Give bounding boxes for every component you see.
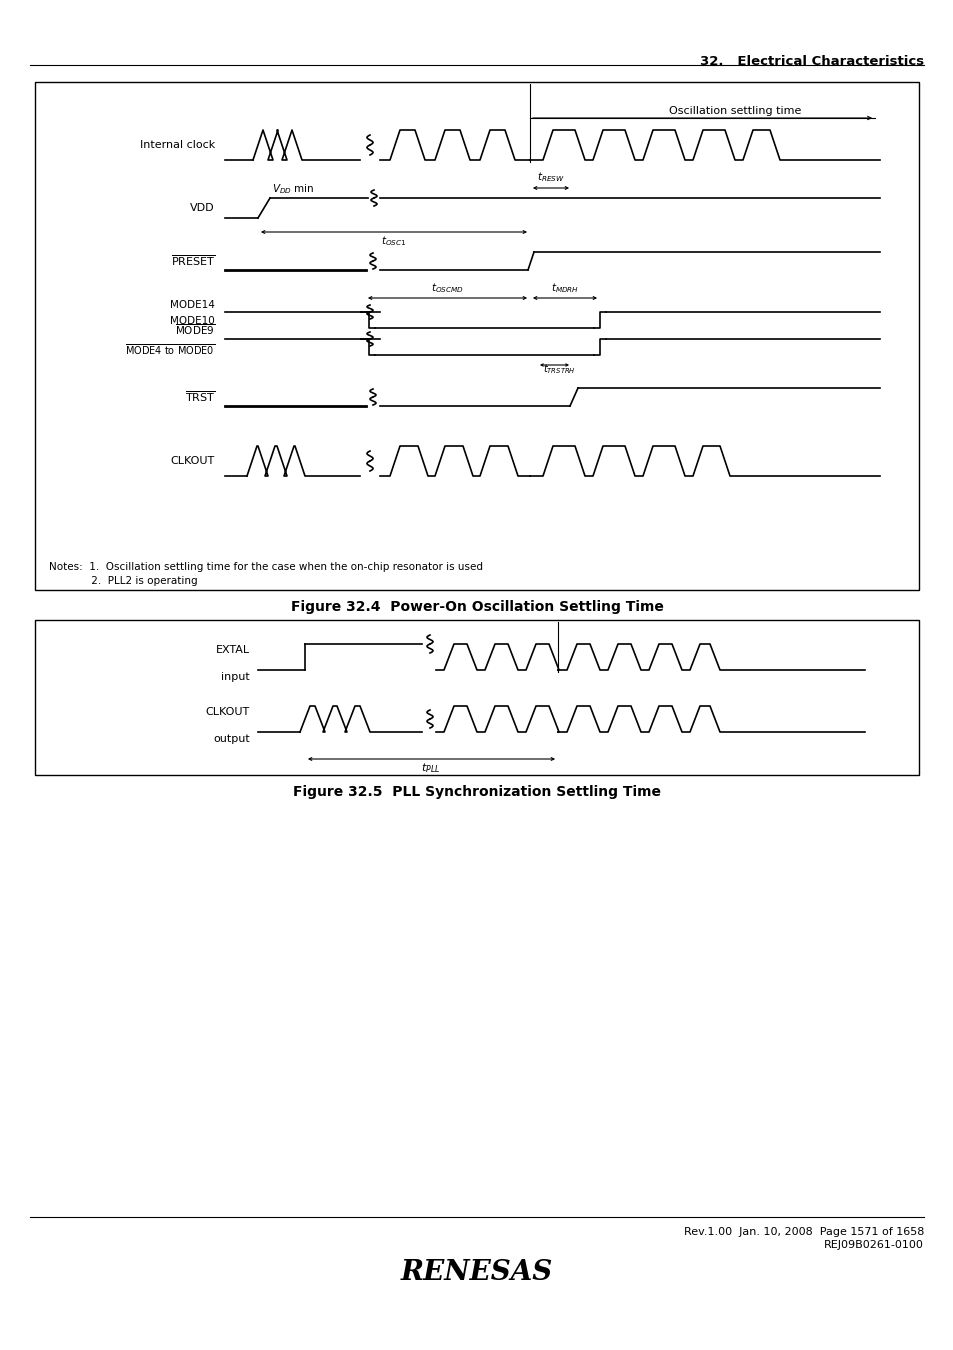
Text: Rev.1.00  Jan. 10, 2008  Page 1571 of 1658: Rev.1.00 Jan. 10, 2008 Page 1571 of 1658 <box>683 1227 923 1237</box>
Text: $t_{RESW}$: $t_{RESW}$ <box>537 170 564 184</box>
Text: $t_{OSCMD}$: $t_{OSCMD}$ <box>430 281 463 296</box>
Text: Oscillation settling time: Oscillation settling time <box>668 107 801 116</box>
Text: VDD: VDD <box>191 202 214 213</box>
Text: Figure 32.5  PLL Synchronization Settling Time: Figure 32.5 PLL Synchronization Settling… <box>293 784 660 799</box>
Text: EXTAL: EXTAL <box>215 645 250 655</box>
Text: MODE14: MODE14 <box>170 300 214 310</box>
Text: $V_{DD}$ min: $V_{DD}$ min <box>272 182 314 196</box>
Text: MODE10: MODE10 <box>170 316 214 325</box>
Text: input: input <box>221 672 250 682</box>
Text: REJ09B0261-0100: REJ09B0261-0100 <box>823 1241 923 1250</box>
Text: RENESAS: RENESAS <box>400 1258 553 1285</box>
Bar <box>35 82 918 590</box>
Text: $t_{MDRH}$: $t_{MDRH}$ <box>550 281 578 296</box>
Text: CLKOUT: CLKOUT <box>206 707 250 717</box>
Text: CLKOUT: CLKOUT <box>171 456 214 466</box>
Bar <box>35 620 918 775</box>
Text: $\overline{\rm MODE9}$: $\overline{\rm MODE9}$ <box>174 323 214 338</box>
Text: Figure 32.4  Power-On Oscillation Settling Time: Figure 32.4 Power-On Oscillation Settlin… <box>291 599 662 614</box>
Text: 2.  PLL2 is operating: 2. PLL2 is operating <box>49 576 197 586</box>
Text: $t_{PLL}$: $t_{PLL}$ <box>421 761 440 775</box>
Text: Internal clock: Internal clock <box>139 140 214 150</box>
Text: 32.   Electrical Characteristics: 32. Electrical Characteristics <box>700 55 923 68</box>
Text: $\overline{\rm PRESET}$: $\overline{\rm PRESET}$ <box>171 254 214 269</box>
Text: $\overline{\rm TRST}$: $\overline{\rm TRST}$ <box>185 390 214 404</box>
Text: $t_{TRSTRH}$: $t_{TRSTRH}$ <box>542 362 575 375</box>
Text: $t_{OSC1}$: $t_{OSC1}$ <box>381 234 406 248</box>
Text: Notes:  1.  Oscillation settling time for the case when the on-chip resonator is: Notes: 1. Oscillation settling time for … <box>49 562 482 572</box>
Text: output: output <box>213 734 250 744</box>
Text: $\overline{\rm MODE4\ to\ MODE0}$: $\overline{\rm MODE4\ to\ MODE0}$ <box>125 342 214 356</box>
